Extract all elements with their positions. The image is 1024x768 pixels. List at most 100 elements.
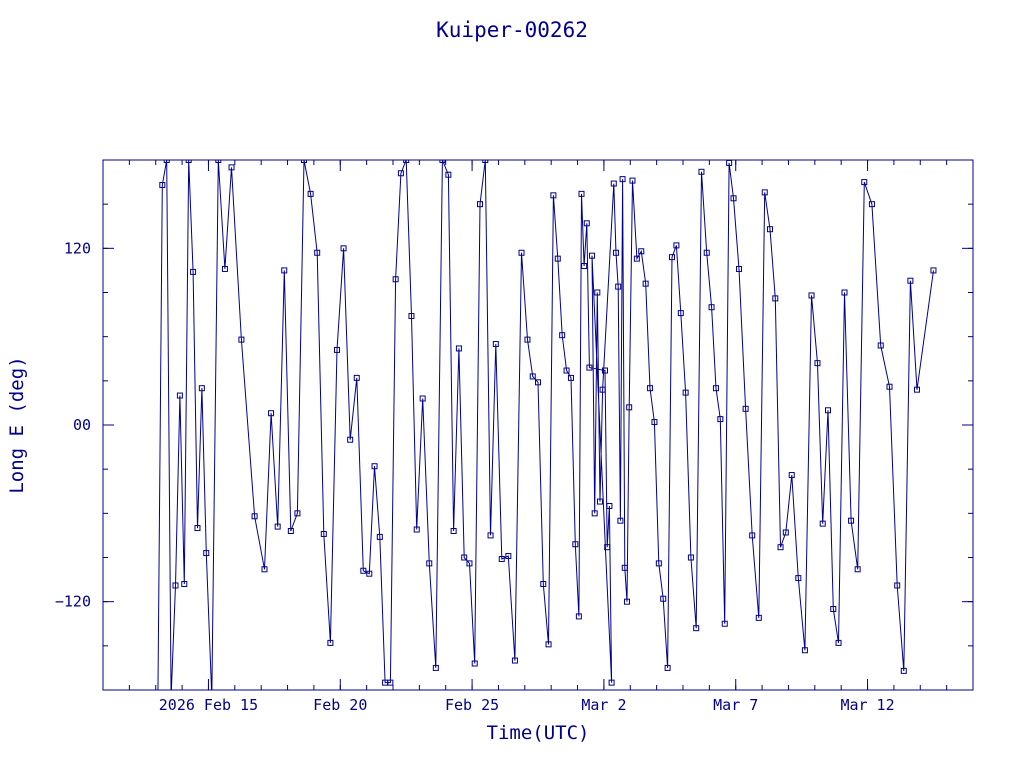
data-point: [487, 532, 494, 539]
data-point: [268, 410, 275, 417]
data-point: [545, 641, 552, 648]
axis-tick-labels: 2026 Feb 15 Feb 20 Feb 25 Mar 2 Mar 7 Mar 12 1…: [55, 239, 895, 714]
data-point: [642, 280, 649, 287]
data-point: [281, 267, 288, 274]
data-point: [190, 268, 197, 275]
data-point: [617, 517, 624, 524]
data-point: [159, 182, 166, 189]
data-point: [687, 554, 694, 561]
data-point: [360, 567, 367, 574]
data-point: [612, 249, 619, 256]
data-point: [294, 510, 301, 517]
data-point: [559, 332, 566, 339]
data-point: [736, 265, 743, 272]
data-point: [599, 386, 606, 393]
data-point: [742, 405, 749, 412]
data-point: [682, 389, 689, 396]
data-point: [594, 289, 601, 296]
data-point: [651, 419, 658, 426]
data-point: [477, 201, 483, 208]
data-point: [655, 560, 662, 567]
data-point: [808, 292, 815, 299]
data-point: [287, 528, 294, 534]
data-point: [327, 639, 334, 646]
data-point: [835, 639, 842, 646]
data-point: [591, 510, 598, 517]
data-point: [788, 472, 795, 479]
data-point: [163, 160, 170, 163]
data-point: [215, 160, 222, 163]
x-axis-label: Time(UTC): [487, 722, 590, 744]
data-point: [629, 177, 636, 184]
data-point: [602, 367, 609, 374]
data-point: [894, 582, 901, 589]
data-point: [830, 606, 837, 613]
data-point: [314, 249, 321, 256]
data-point: [392, 276, 399, 283]
data-point: [819, 520, 826, 527]
data-point: [610, 180, 617, 187]
data-point: [376, 533, 383, 540]
data-point: [419, 395, 426, 402]
data-point: [782, 529, 789, 536]
data-point: [621, 564, 628, 571]
data-point: [492, 341, 499, 348]
y-axis-label: Long E (deg): [6, 356, 28, 493]
y-tick-label: 00: [73, 416, 91, 434]
data-point: [664, 664, 671, 671]
data-point: [673, 242, 680, 249]
x-tick-label: Feb 20: [313, 696, 367, 714]
data-point: [403, 160, 410, 163]
axis-ticks: [102, 159, 974, 691]
data-point: [445, 171, 452, 178]
data-point: [194, 525, 201, 532]
data-point: [586, 364, 593, 371]
data-point: [426, 560, 433, 567]
data-point: [717, 416, 724, 423]
data-point: [366, 570, 373, 577]
data-point: [471, 660, 478, 667]
data-point: [712, 385, 719, 392]
data-point: [814, 360, 821, 367]
data-point: [623, 598, 630, 605]
data-point: [455, 345, 462, 352]
data-point: [767, 226, 773, 233]
data-point: [907, 277, 914, 284]
data-point: [721, 620, 728, 627]
chart-title: Kuiper-00262: [436, 18, 588, 42]
data-point: [228, 164, 235, 171]
data-point: [608, 679, 615, 686]
data-point: [333, 346, 340, 353]
series-line: [157, 160, 934, 690]
data-point: [755, 614, 762, 621]
data-markers: [159, 160, 937, 686]
data-point: [660, 595, 667, 602]
data-point: [176, 392, 183, 399]
data-point: [203, 550, 210, 557]
x-tick-label: Feb 25: [445, 696, 499, 714]
data-series: [157, 160, 934, 690]
data-point: [708, 304, 715, 311]
data-point: [795, 575, 802, 582]
data-point: [320, 530, 327, 537]
data-point: [540, 581, 547, 587]
y-tick-label: −120: [55, 593, 91, 611]
x-tick-label: Mar 7: [713, 696, 758, 714]
data-point: [647, 385, 654, 392]
data-point: [347, 436, 354, 443]
data-point: [340, 245, 347, 252]
data-point: [589, 252, 596, 259]
data-point: [535, 379, 541, 386]
x-tick-label: Mar 12: [840, 696, 894, 714]
data-point: [596, 498, 603, 505]
data-point: [238, 336, 245, 343]
data-point: [251, 513, 258, 520]
data-point: [726, 160, 733, 166]
data-point: [801, 647, 808, 654]
data-point: [524, 336, 531, 343]
data-point: [900, 667, 907, 674]
data-point: [550, 192, 557, 199]
data-point: [172, 582, 179, 589]
data-point: [498, 555, 505, 562]
